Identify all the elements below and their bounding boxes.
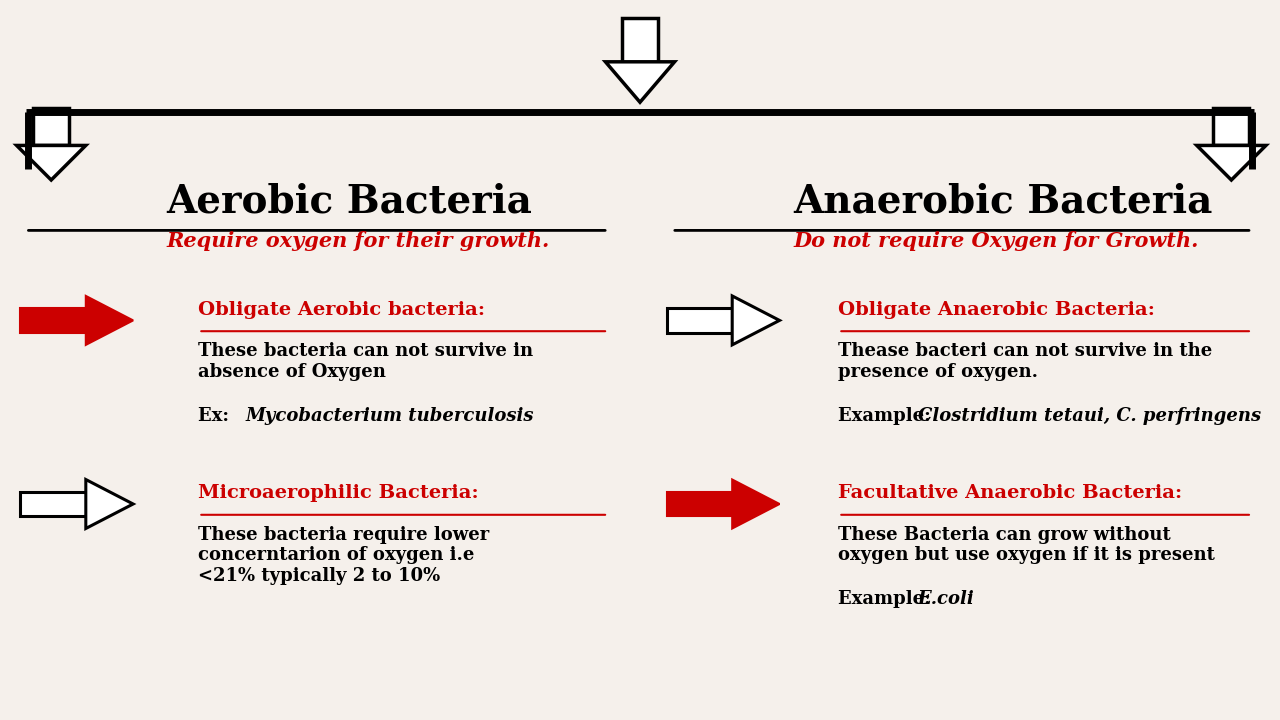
Polygon shape — [20, 308, 86, 333]
Text: Facultative Anaerobic Bacteria:: Facultative Anaerobic Bacteria: — [838, 484, 1183, 503]
Text: Require oxygen for their growth.: Require oxygen for their growth. — [166, 231, 549, 251]
Polygon shape — [86, 480, 133, 528]
Polygon shape — [667, 492, 732, 516]
Text: Mycobacterium tuberculosis: Mycobacterium tuberculosis — [246, 407, 534, 425]
Text: These bacteria require lower
concerntarion of oxygen i.e
<21% typically 2 to 10%: These bacteria require lower concerntari… — [198, 526, 490, 585]
Text: Example:: Example: — [838, 407, 937, 425]
Polygon shape — [20, 492, 86, 516]
Text: Ex:: Ex: — [198, 407, 236, 425]
Text: Obligate Anaerobic Bacteria:: Obligate Anaerobic Bacteria: — [838, 301, 1156, 318]
Text: Example:: Example: — [838, 590, 937, 608]
Polygon shape — [1213, 108, 1249, 145]
Polygon shape — [622, 18, 658, 62]
Polygon shape — [86, 296, 133, 345]
Polygon shape — [732, 296, 780, 345]
Polygon shape — [605, 62, 675, 102]
Text: Anaerobic Bacteria: Anaerobic Bacteria — [794, 183, 1213, 220]
Text: These Bacteria can grow without
oxygen but use oxygen if it is present: These Bacteria can grow without oxygen b… — [838, 526, 1215, 564]
Polygon shape — [667, 308, 732, 333]
Polygon shape — [732, 480, 780, 528]
Text: Obligate Aerobic bacteria:: Obligate Aerobic bacteria: — [198, 301, 485, 318]
Text: These bacteria can not survive in
absence of Oxygen: These bacteria can not survive in absenc… — [198, 342, 534, 381]
Text: E.coli: E.coli — [918, 590, 974, 608]
Text: Clostridium tetaui, C. perfringens: Clostridium tetaui, C. perfringens — [918, 407, 1261, 425]
Polygon shape — [33, 108, 69, 145]
Text: Thease bacteri can not survive in the
presence of oxygen.: Thease bacteri can not survive in the pr… — [838, 342, 1212, 381]
Text: Microaerophilic Bacteria:: Microaerophilic Bacteria: — [198, 484, 479, 503]
Polygon shape — [17, 145, 86, 180]
Polygon shape — [1197, 145, 1266, 180]
Text: Do not require Oxygen for Growth.: Do not require Oxygen for Growth. — [794, 231, 1199, 251]
Text: Aerobic Bacteria: Aerobic Bacteria — [166, 183, 532, 220]
